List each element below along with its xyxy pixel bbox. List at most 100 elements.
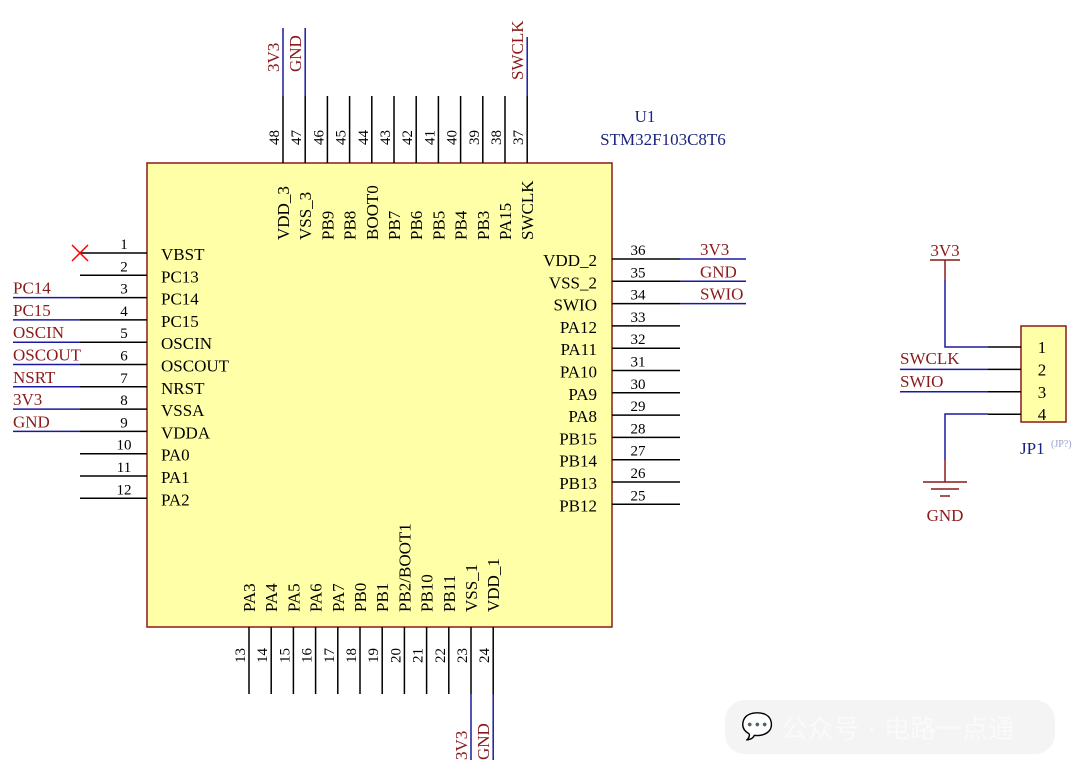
- pin-number: 25: [631, 488, 646, 504]
- pin-name: PB14: [559, 452, 597, 471]
- net-label: GND: [474, 723, 493, 760]
- jp1-ref: JP1: [1020, 439, 1045, 458]
- net-label: SWCLK: [508, 20, 527, 80]
- pin-number: 37: [511, 130, 527, 146]
- pin-number: 5: [120, 326, 128, 342]
- pin-number: 29: [631, 399, 646, 415]
- pin-number: 8: [120, 393, 128, 409]
- pin-number: 47: [289, 130, 305, 146]
- pin-number: 21: [411, 648, 427, 663]
- net-label: GND: [700, 262, 737, 281]
- pin-number: 31: [631, 355, 646, 371]
- pin-number: 7: [120, 371, 128, 387]
- pin-name: PA11: [560, 340, 597, 359]
- pin-number: 19: [366, 648, 382, 663]
- pin-name: PB9: [318, 211, 337, 240]
- pin-name: PB1: [373, 583, 392, 612]
- pin-number: 28: [631, 421, 646, 437]
- pin-number: 13: [233, 648, 249, 663]
- pin-number: 30: [631, 377, 646, 393]
- pin-name: VSS_1: [462, 564, 481, 612]
- pin-number: 10: [117, 438, 132, 454]
- pin-name: VSSA: [161, 401, 205, 420]
- pin-number: 43: [378, 130, 394, 145]
- pin-number: 26: [631, 466, 647, 482]
- pin-number: 2: [120, 259, 128, 275]
- net-label: PC14: [13, 279, 51, 298]
- ground-symbol-icon: [923, 481, 967, 497]
- pin-number: 16: [300, 648, 316, 664]
- pin-number: 48: [267, 130, 283, 145]
- pin-name: PA9: [568, 385, 597, 404]
- pin-name: PB0: [351, 583, 370, 612]
- pin-name: PB8: [341, 211, 360, 240]
- net-label: 3V3: [13, 390, 42, 409]
- pin-name: OSCIN: [161, 334, 212, 353]
- pin-number: 14: [255, 648, 271, 664]
- pin-name: PB4: [452, 210, 471, 240]
- net-label: SWIO: [700, 285, 743, 304]
- pin-name: PB11: [440, 575, 459, 612]
- pin-name: PA12: [560, 318, 597, 337]
- pin-number: 38: [489, 130, 505, 145]
- pin-number: 9: [120, 415, 128, 431]
- pin-number: 17: [322, 648, 338, 664]
- net-label: NSRT: [13, 368, 56, 387]
- jp1-pin-number: 3: [1038, 383, 1047, 402]
- pin-name: VSS_3: [296, 192, 315, 240]
- pin-name: VDDA: [161, 423, 211, 442]
- pin-number: 6: [120, 349, 128, 365]
- pin-name: VDD_1: [484, 558, 503, 612]
- u1-ref: U1: [635, 107, 656, 126]
- pin-name: PA5: [284, 583, 303, 612]
- pin-number: 40: [445, 130, 461, 145]
- pin-name: VSS_2: [549, 273, 597, 292]
- pin-number: 22: [433, 648, 449, 663]
- pin-number: 41: [422, 130, 438, 145]
- pin-number: 35: [631, 265, 646, 281]
- pin-number: 32: [631, 332, 646, 348]
- pin-name: PA10: [560, 363, 597, 382]
- pin-name: NRST: [161, 379, 205, 398]
- pin-name: PA6: [307, 583, 326, 612]
- pin-name: PC15: [161, 312, 199, 331]
- pin-name: SWCLK: [518, 180, 537, 240]
- pin-name: BOOT0: [363, 185, 382, 240]
- pin-name: PC13: [161, 267, 199, 286]
- jp1-body: [1020, 325, 1067, 423]
- pin-name: VDD_3: [274, 186, 293, 240]
- jp1-3v3-label: 3V3: [930, 241, 959, 260]
- pin-name: PA15: [496, 203, 515, 240]
- pin-name: PB12: [559, 496, 597, 515]
- pin-number: 33: [631, 310, 646, 326]
- pin-name: SWIO: [554, 296, 597, 315]
- pin-number: 42: [400, 130, 416, 145]
- pin-number: 39: [467, 130, 483, 145]
- pin-name: OSCOUT: [161, 357, 230, 376]
- pin-name: PB13: [559, 474, 597, 493]
- pin-number: 46: [311, 130, 327, 146]
- pin-name: PB7: [385, 210, 404, 240]
- pin-number: 34: [631, 288, 647, 304]
- pin-name: PA7: [329, 583, 348, 612]
- pin-name: PB15: [559, 429, 597, 448]
- pin-number: 24: [477, 648, 493, 664]
- pin-name: PB5: [429, 211, 448, 240]
- u1-body: [146, 162, 613, 628]
- jp1-swio-label: SWIO: [900, 372, 943, 391]
- net-label: PC15: [13, 301, 51, 320]
- no-connect-icon: [71, 244, 89, 262]
- pin-number: 23: [455, 648, 471, 663]
- jp1-pin-number: 2: [1038, 360, 1047, 379]
- watermark-text: 公众号 · 电路一点通: [781, 714, 1015, 745]
- pin-name: VBST: [161, 245, 205, 264]
- pin-number: 20: [388, 648, 404, 663]
- pin-name: PA3: [240, 583, 259, 612]
- pin-number: 36: [631, 243, 647, 259]
- pin-number: 44: [356, 130, 372, 146]
- pin-name: PA8: [568, 407, 597, 426]
- pin-number: 18: [344, 648, 360, 663]
- pin-name: PA1: [161, 468, 190, 487]
